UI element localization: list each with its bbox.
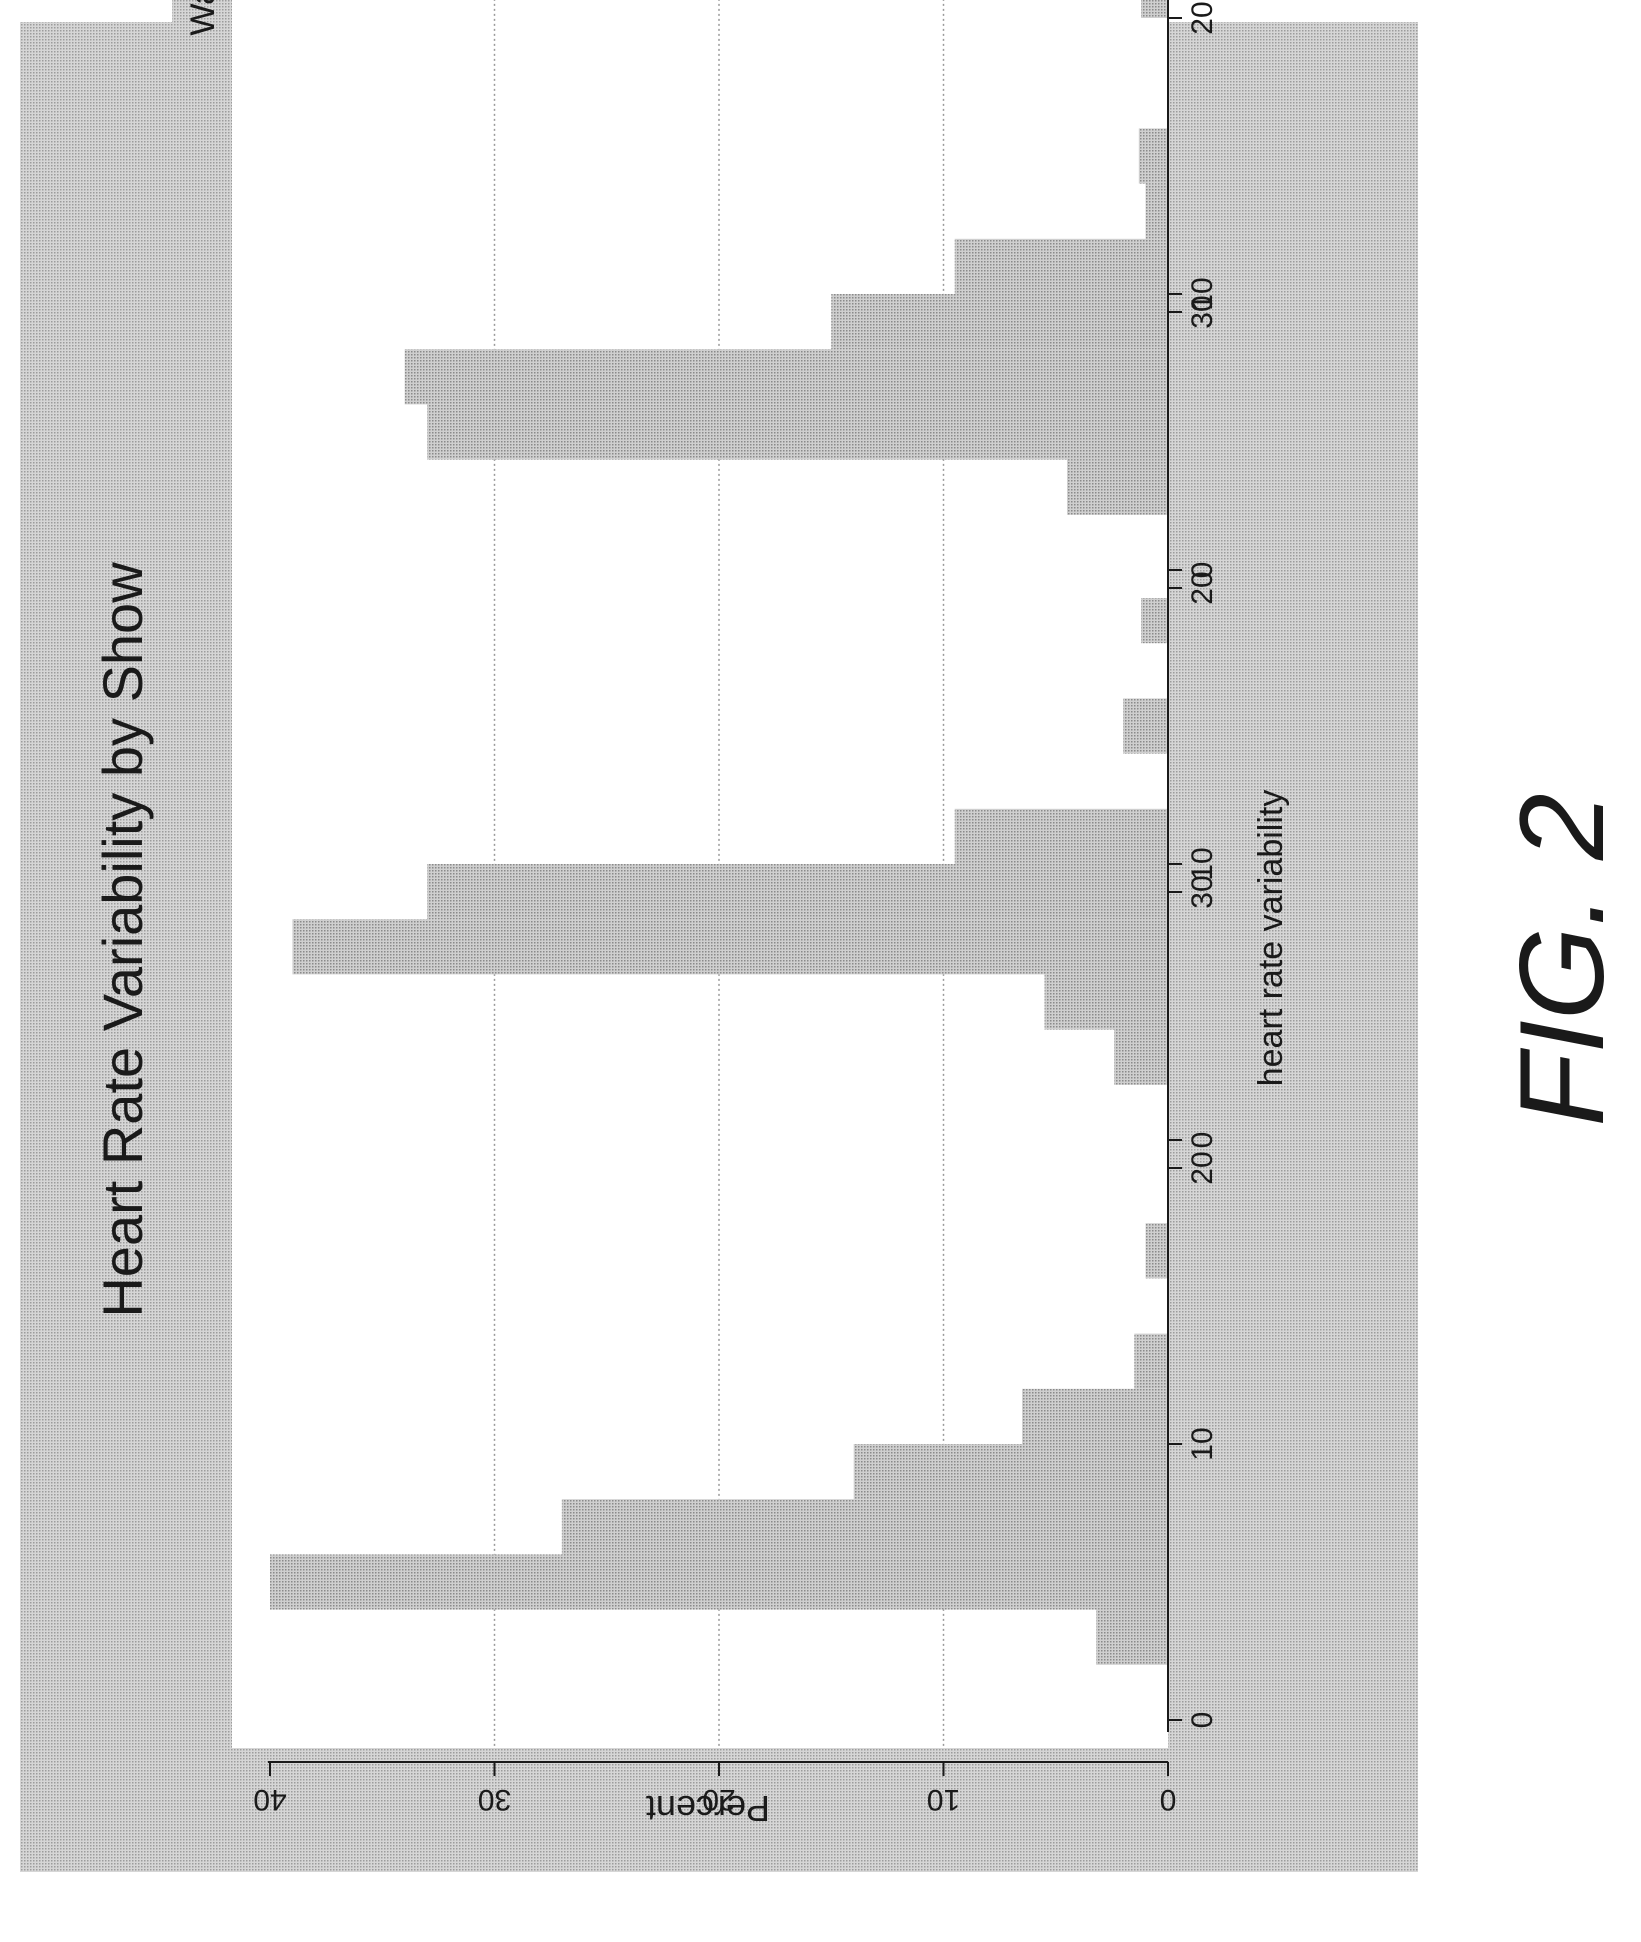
x-tick-label: 10 — [1186, 277, 1219, 310]
bar — [427, 864, 1168, 920]
x-axes: 010203001020300102030 — [1167, 0, 1219, 1732]
bar — [1134, 1333, 1168, 1389]
bar — [954, 238, 1168, 294]
y-tick-label: 20 — [702, 1783, 735, 1816]
y-tick-label: 40 — [253, 1783, 286, 1816]
bar — [1114, 1029, 1168, 1085]
bar — [1022, 1388, 1168, 1444]
bar — [1044, 974, 1168, 1030]
bar — [853, 1444, 1168, 1500]
bar — [561, 1499, 1168, 1555]
x-tick-label: 0 — [1186, 562, 1219, 579]
bar — [404, 349, 1168, 405]
bar — [1145, 1223, 1168, 1279]
y-tick-label: 10 — [927, 1783, 960, 1816]
panels-layer: SimpsonsSports TalkWalkingDead — [172, 0, 1168, 1748]
panel-header — [172, 0, 232, 598]
x-tick-label: 30 — [1186, 875, 1219, 908]
bar — [1066, 459, 1168, 515]
figure-label: FIG. 2 — [1495, 793, 1629, 1126]
x-tick-label: 20 — [1186, 571, 1219, 604]
bar — [427, 404, 1168, 460]
bar — [1138, 128, 1168, 184]
bar — [270, 1554, 1168, 1610]
panel-walkingdead: WalkingDead — [172, 0, 1168, 598]
y-axis: 0 10 20 30 40 — [253, 1761, 1177, 1816]
bar — [1096, 1609, 1168, 1665]
x-axis-label: heart rate variability — [1252, 790, 1290, 1087]
bar — [831, 294, 1168, 350]
y-tick-label: 30 — [478, 1783, 511, 1816]
panel-label: WalkingDead — [184, 0, 222, 36]
x-tick-label: 20 — [1186, 1151, 1219, 1184]
x-tick-label: 0 — [1186, 1712, 1219, 1729]
bar — [292, 919, 1168, 975]
bar — [954, 808, 1168, 864]
x-tick-label: 10 — [1186, 847, 1219, 880]
x-tick-label: 20 — [1186, 1, 1219, 34]
bar — [1123, 698, 1168, 754]
y-axis-label: Percent — [646, 1788, 770, 1829]
x-tick-label: 10 — [1186, 1427, 1219, 1460]
x-tick-label: 30 — [1186, 295, 1219, 328]
x-tick-label: 0 — [1186, 1132, 1219, 1149]
y-tick-label: 0 — [1160, 1783, 1177, 1816]
bar — [1145, 183, 1168, 239]
bar — [1141, 0, 1168, 18]
chart-title: Heart Rate Variability by Show — [91, 562, 154, 1318]
